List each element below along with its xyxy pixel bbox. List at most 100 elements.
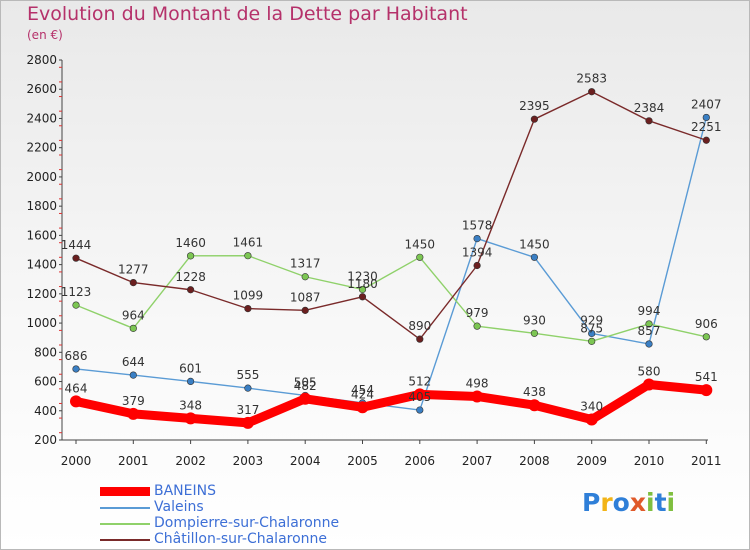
data-label: 1461 [233, 236, 264, 250]
data-label: 2384 [634, 101, 665, 115]
data-point [301, 306, 309, 314]
series-line-2 [75, 254, 707, 343]
data-label: 2407 [691, 97, 722, 111]
y-tick-label: 200 [34, 433, 57, 447]
data-label: 1460 [175, 236, 206, 250]
chart-subtitle: (en €) [27, 28, 63, 42]
logo-letter: o [612, 488, 630, 517]
data-point [70, 395, 82, 408]
data-point [588, 329, 596, 338]
data-point [129, 324, 137, 332]
x-tick-label: 2011 [691, 454, 722, 468]
data-label: 512 [408, 374, 431, 388]
x-tick-label: 2003 [233, 454, 264, 468]
data-label: 1277 [118, 263, 149, 277]
data-point [301, 273, 309, 281]
data-label: 1394 [462, 245, 493, 259]
data-label: 1450 [519, 237, 550, 251]
data-point [358, 285, 367, 294]
y-tick-label: 2600 [26, 82, 57, 96]
legend-swatch [100, 507, 150, 509]
legend-item: Dompierre-sur-Chalaronne [100, 515, 400, 531]
x-tick-label: 2005 [347, 454, 378, 468]
data-label: 498 [466, 376, 489, 390]
logo-letter: r [600, 488, 613, 517]
data-point [530, 329, 539, 337]
data-label: 505 [294, 375, 317, 389]
data-point [643, 378, 655, 391]
data-point [244, 252, 252, 260]
data-point [356, 401, 369, 414]
data-label: 890 [408, 319, 431, 333]
data-label: 994 [638, 304, 661, 318]
data-point [129, 371, 137, 379]
data-point [244, 305, 252, 313]
data-point [187, 286, 195, 294]
data-point [645, 117, 653, 125]
data-point [530, 115, 539, 123]
logo-letter: x [629, 488, 646, 517]
data-label: 929 [580, 313, 603, 327]
logo-letter: t [654, 488, 667, 517]
y-tick-label: 1400 [26, 258, 57, 272]
y-tick-label: 1000 [26, 316, 57, 330]
data-point [530, 253, 539, 261]
data-point [416, 253, 424, 261]
data-point [184, 412, 197, 425]
y-tick-label: 2400 [26, 111, 57, 125]
data-label: 379 [122, 394, 145, 408]
data-label: 2583 [576, 72, 607, 86]
data-point [72, 301, 80, 309]
data-point [358, 293, 367, 301]
data-point [187, 252, 195, 260]
x-tick-label: 2008 [519, 454, 550, 468]
legend-swatch [100, 487, 150, 496]
logo-letter: i [666, 488, 676, 517]
data-point [187, 377, 195, 385]
y-tick-label: 2800 [26, 53, 57, 67]
data-point [588, 88, 596, 96]
data-label: 1123 [61, 285, 92, 299]
data-label: 482 [294, 379, 317, 393]
data-label: 930 [523, 313, 546, 327]
y-tick-label: 400 [34, 404, 57, 418]
data-point [241, 416, 254, 429]
legend-swatch [100, 539, 150, 541]
data-label: 1099 [233, 289, 264, 303]
data-label: 979 [466, 306, 489, 320]
y-tick-label: 2200 [26, 141, 57, 155]
legend-item: BANEINS [100, 483, 400, 499]
data-point [585, 413, 598, 426]
legend: BANEINS Valeins Dompierre-sur-Chalaronne Ch… [100, 483, 400, 547]
data-label: 601 [179, 361, 202, 375]
x-tick-label: 2000 [61, 454, 92, 468]
data-label: 644 [122, 355, 145, 369]
data-point [471, 390, 484, 403]
x-tick-label: 2001 [118, 454, 149, 468]
data-label: 2395 [519, 99, 550, 113]
y-tick-label: 800 [34, 345, 57, 359]
x-tick-label: 2006 [405, 454, 436, 468]
data-label: 1578 [462, 219, 493, 233]
legend-item: Châtillon-sur-Chalaronne [100, 531, 400, 547]
y-tick-label: 1800 [26, 199, 57, 213]
y-tick-label: 2000 [26, 170, 57, 184]
y-tick-label: 600 [34, 375, 57, 389]
data-point [473, 235, 481, 243]
x-tick-label: 2004 [290, 454, 321, 468]
data-label: 857 [638, 324, 661, 338]
data-label: 1230 [347, 269, 378, 283]
data-point [299, 392, 312, 405]
data-label: 555 [236, 368, 259, 382]
data-point [413, 388, 426, 401]
data-label: 1450 [405, 237, 436, 251]
data-label: 686 [65, 349, 88, 363]
data-label: 964 [122, 308, 145, 322]
data-label: 340 [580, 400, 603, 414]
data-point [588, 337, 596, 345]
data-label: 2251 [691, 120, 722, 134]
data-point [702, 136, 710, 144]
data-point [72, 365, 80, 373]
data-label: 580 [638, 364, 661, 378]
